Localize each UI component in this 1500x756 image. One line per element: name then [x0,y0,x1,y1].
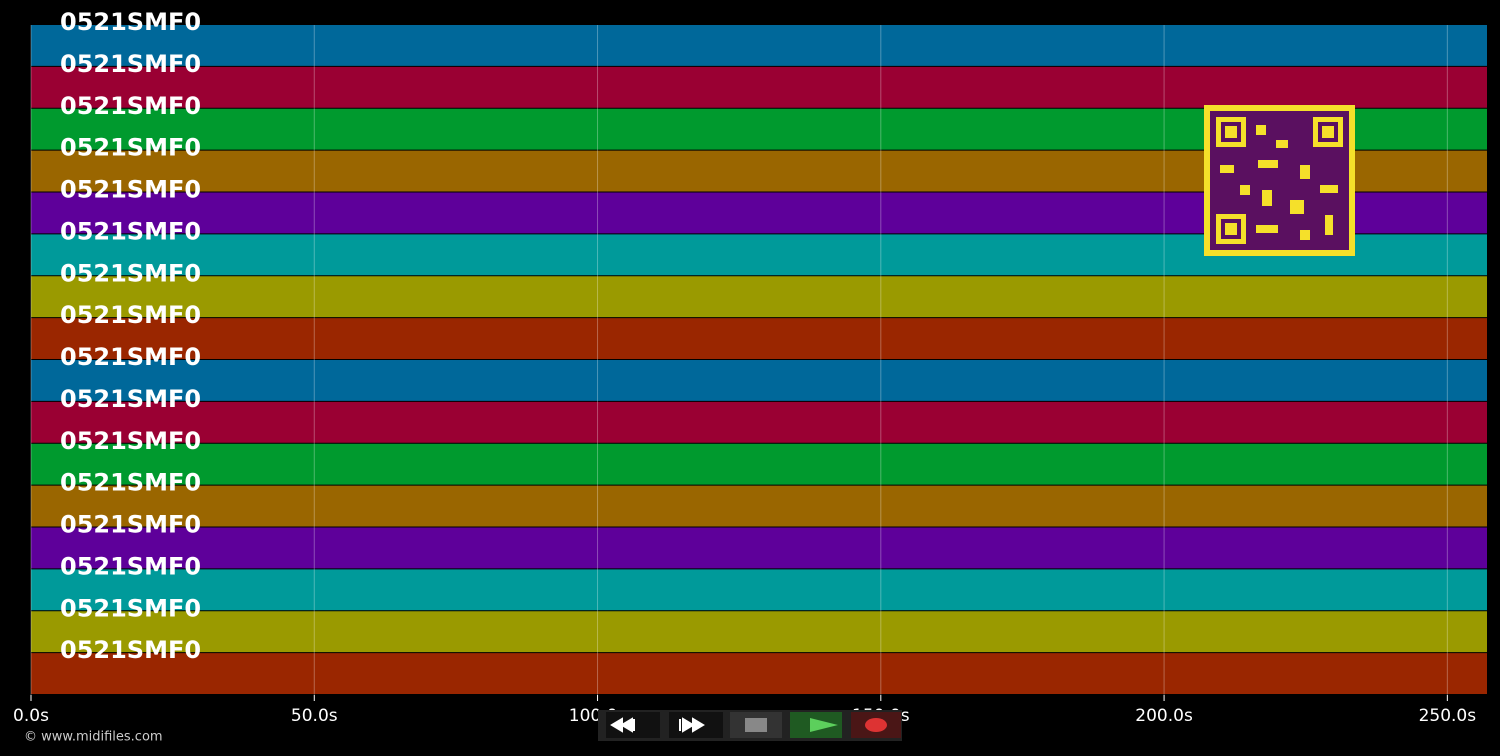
forward-button[interactable] [669,712,723,738]
track-lane [31,276,1487,318]
copyright: © www.midifiles.com [24,730,163,745]
track-lane [31,527,1487,569]
x-tick-label: 50.0s [291,706,338,726]
track-label: 0521SMF0 [60,134,201,162]
track-lane [31,66,1487,108]
qr-code [1204,105,1355,256]
track-label: 0521SMF0 [60,301,201,329]
record-button[interactable] [851,712,901,738]
track-lane [31,401,1487,443]
track-lane [31,611,1487,653]
track-label: 0521SMF0 [60,176,201,204]
stop-button[interactable] [730,712,782,738]
track-lane [31,25,1487,66]
track-label: 0521SMF0 [60,8,201,36]
track-label: 0521SMF0 [60,594,201,622]
track-label: 0521SMF0 [60,217,201,245]
track-lane [31,653,1487,694]
track-label: 0521SMF0 [60,552,201,580]
track-label: 0521SMF0 [60,636,201,664]
track-label: 0521SMF0 [60,92,201,120]
track-label: 0521SMF0 [60,343,201,371]
track-label: 0521SMF0 [60,385,201,413]
track-lane [31,318,1487,359]
track-lane [31,360,1487,401]
track-label: 0521SMF0 [60,259,201,287]
track-label: 0521SMF0 [60,427,201,455]
transport-controls [598,710,902,741]
x-tick-label: 0.0s [13,706,49,726]
track-label: 0521SMF0 [60,469,201,497]
track-lane [31,443,1487,485]
track-label: 0521SMF0 [60,511,201,539]
x-tick-label: 200.0s [1135,706,1193,726]
x-tick-label: 250.0s [1419,706,1477,726]
rewind-button[interactable] [606,712,660,738]
track-lane [31,569,1487,611]
track-lane [31,485,1487,527]
play-button[interactable] [790,712,842,738]
track-label: 0521SMF0 [60,50,201,78]
